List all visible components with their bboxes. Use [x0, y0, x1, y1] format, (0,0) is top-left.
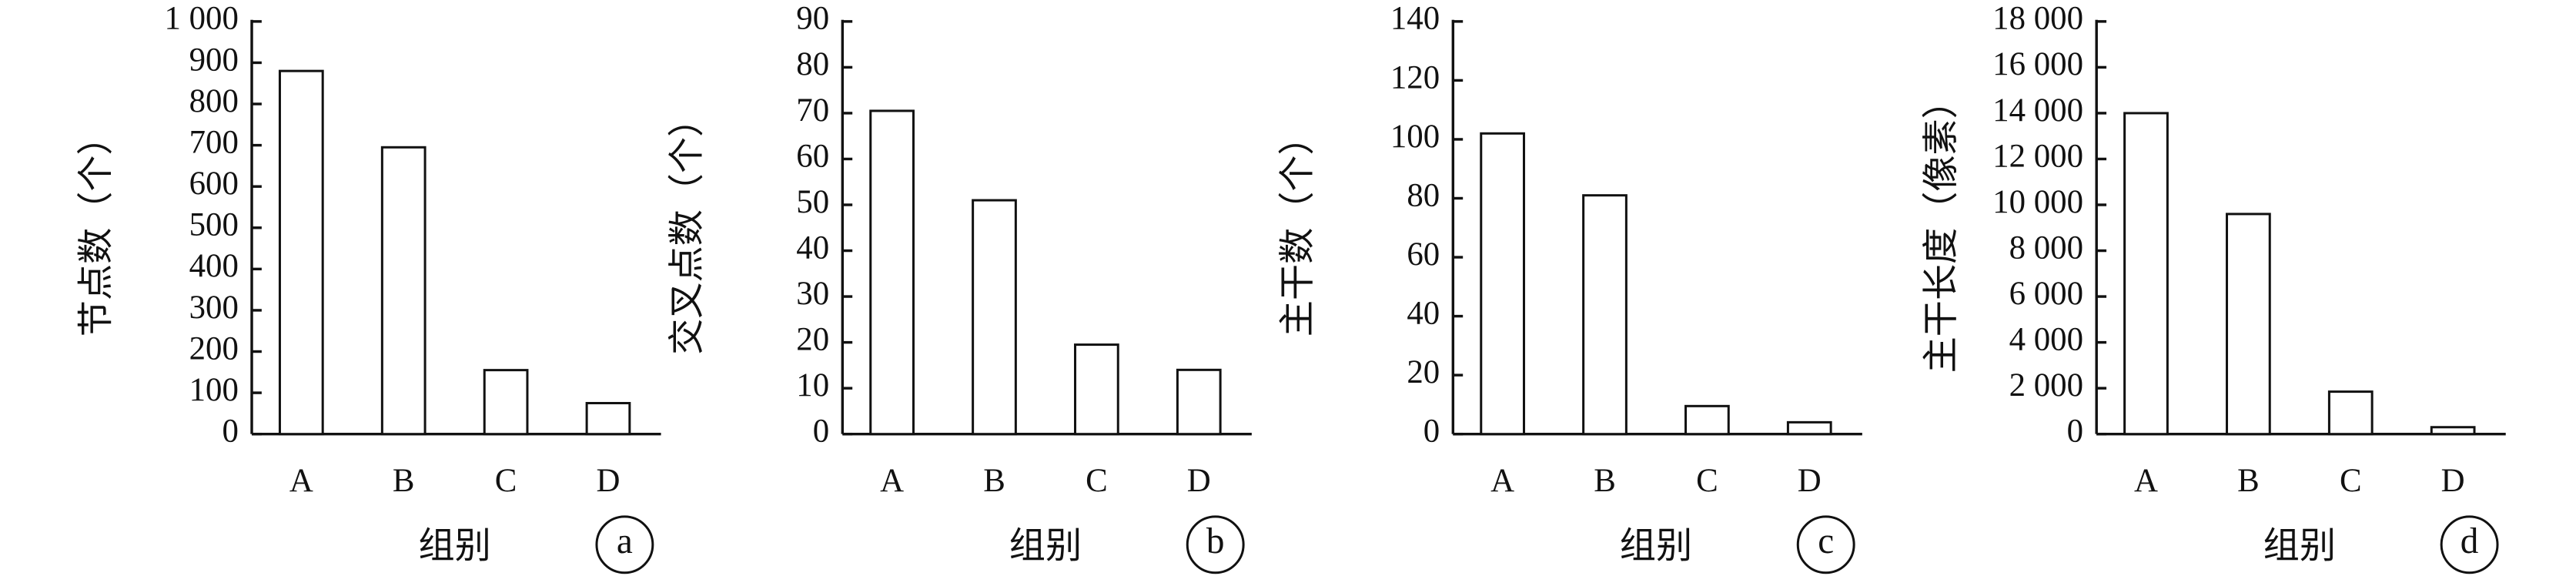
panel-label: b [1206, 521, 1225, 561]
y-tick-label: 30 [796, 276, 829, 312]
panel-label: a [617, 521, 633, 561]
bar [585, 401, 631, 436]
y-tick-label: 700 [189, 124, 239, 160]
y-tick-label: 300 [189, 290, 239, 326]
y-tick-label: 140 [1390, 1, 1440, 37]
y-tick-label: 0 [1423, 414, 1440, 450]
y-tick-label: 400 [189, 248, 239, 284]
y-tick-label: 60 [796, 138, 829, 174]
x-tick-label: C [1696, 463, 1718, 499]
y-tick-label: 10 000 [1992, 184, 2083, 220]
panel-circle [1186, 515, 1245, 574]
y-tick-label: 12 000 [1992, 138, 2083, 174]
x-tick-label: B [393, 463, 415, 499]
x-tick-label: C [2340, 463, 2362, 499]
x-tick-label: D [1187, 463, 1211, 499]
y-tick-label: 500 [189, 207, 239, 243]
y-tick-label: 6 000 [2009, 276, 2083, 312]
y-tick-label: 40 [796, 229, 829, 266]
bar [2226, 213, 2271, 436]
y-tick-label: 120 [1390, 59, 1440, 95]
bar [483, 369, 529, 436]
y-axis-label: 交叉点数（个） [667, 101, 708, 355]
bar [1684, 404, 1730, 436]
y-tick-label: 80 [796, 46, 829, 82]
x-tick-label: A [289, 463, 313, 499]
y-tick-label: 50 [796, 184, 829, 220]
y-tick-label: 80 [1407, 177, 1440, 213]
x-tick-label: A [880, 463, 904, 499]
panel-label: c [1818, 521, 1834, 561]
bar [1480, 132, 1525, 436]
bar [1176, 368, 1222, 436]
y-axis-label: 节点数（个） [77, 119, 117, 337]
y-tick-label: 18 000 [1992, 1, 2083, 37]
y-tick-label: 0 [222, 414, 238, 450]
y-tick-label: 4 000 [2009, 321, 2083, 357]
y-tick-label: 900 [189, 42, 239, 78]
bar [972, 199, 1017, 436]
x-tick-label: C [495, 463, 517, 499]
y-tick-label: 14 000 [1992, 92, 2083, 129]
x-axis-label: 组别 [1620, 527, 1692, 567]
bar [278, 69, 324, 436]
bar [2430, 426, 2476, 436]
panel-circle [2440, 515, 2499, 574]
y-axis-label: 主干长度（像素） [1922, 82, 1962, 373]
y-tick-label: 10 [796, 367, 829, 404]
x-tick-label: B [2237, 463, 2260, 499]
x-tick-label: D [1798, 463, 1822, 499]
panel-circle [595, 515, 654, 574]
y-tick-label: 0 [2067, 414, 2083, 450]
y-tick-label: 0 [813, 414, 829, 450]
y-tick-label: 90 [796, 1, 829, 37]
panel-circle [1796, 515, 1855, 574]
bar [2327, 390, 2374, 436]
y-axis-label: 主干数（个） [1278, 119, 1318, 337]
bar [1786, 420, 1832, 436]
y-tick-label: 20 [1407, 354, 1440, 390]
y-tick-label: 200 [189, 330, 239, 367]
y-tick-label: 100 [189, 372, 239, 408]
y-tick-label: 600 [189, 166, 239, 202]
y-tick-label: 16 000 [1992, 46, 2083, 82]
bar [1582, 194, 1628, 436]
y-tick-label: 800 [189, 83, 239, 119]
x-axis-label: 组别 [419, 527, 491, 567]
x-tick-label: C [1086, 463, 1108, 499]
x-tick-label: A [1490, 463, 1514, 499]
bar [380, 146, 427, 436]
x-tick-label: B [1594, 463, 1616, 499]
bar [1074, 343, 1119, 436]
x-axis-label: 组别 [2263, 527, 2336, 567]
x-tick-label: D [596, 463, 620, 499]
x-axis-label: 组别 [1009, 527, 1082, 567]
bar [2123, 112, 2169, 436]
y-tick-label: 60 [1407, 236, 1440, 273]
y-tick-label: 70 [796, 92, 829, 129]
y-tick-label: 8 000 [2009, 229, 2083, 266]
y-tick-label: 1 000 [164, 1, 238, 37]
y-tick-label: 2 000 [2009, 367, 2083, 404]
y-tick-label: 100 [1390, 119, 1440, 155]
x-tick-label: D [2441, 463, 2465, 499]
bar [869, 109, 915, 436]
x-tick-label: A [2134, 463, 2158, 499]
x-tick-label: B [983, 463, 1005, 499]
y-tick-label: 40 [1407, 295, 1440, 331]
y-tick-label: 20 [796, 321, 829, 357]
panel-label: d [2461, 521, 2479, 561]
